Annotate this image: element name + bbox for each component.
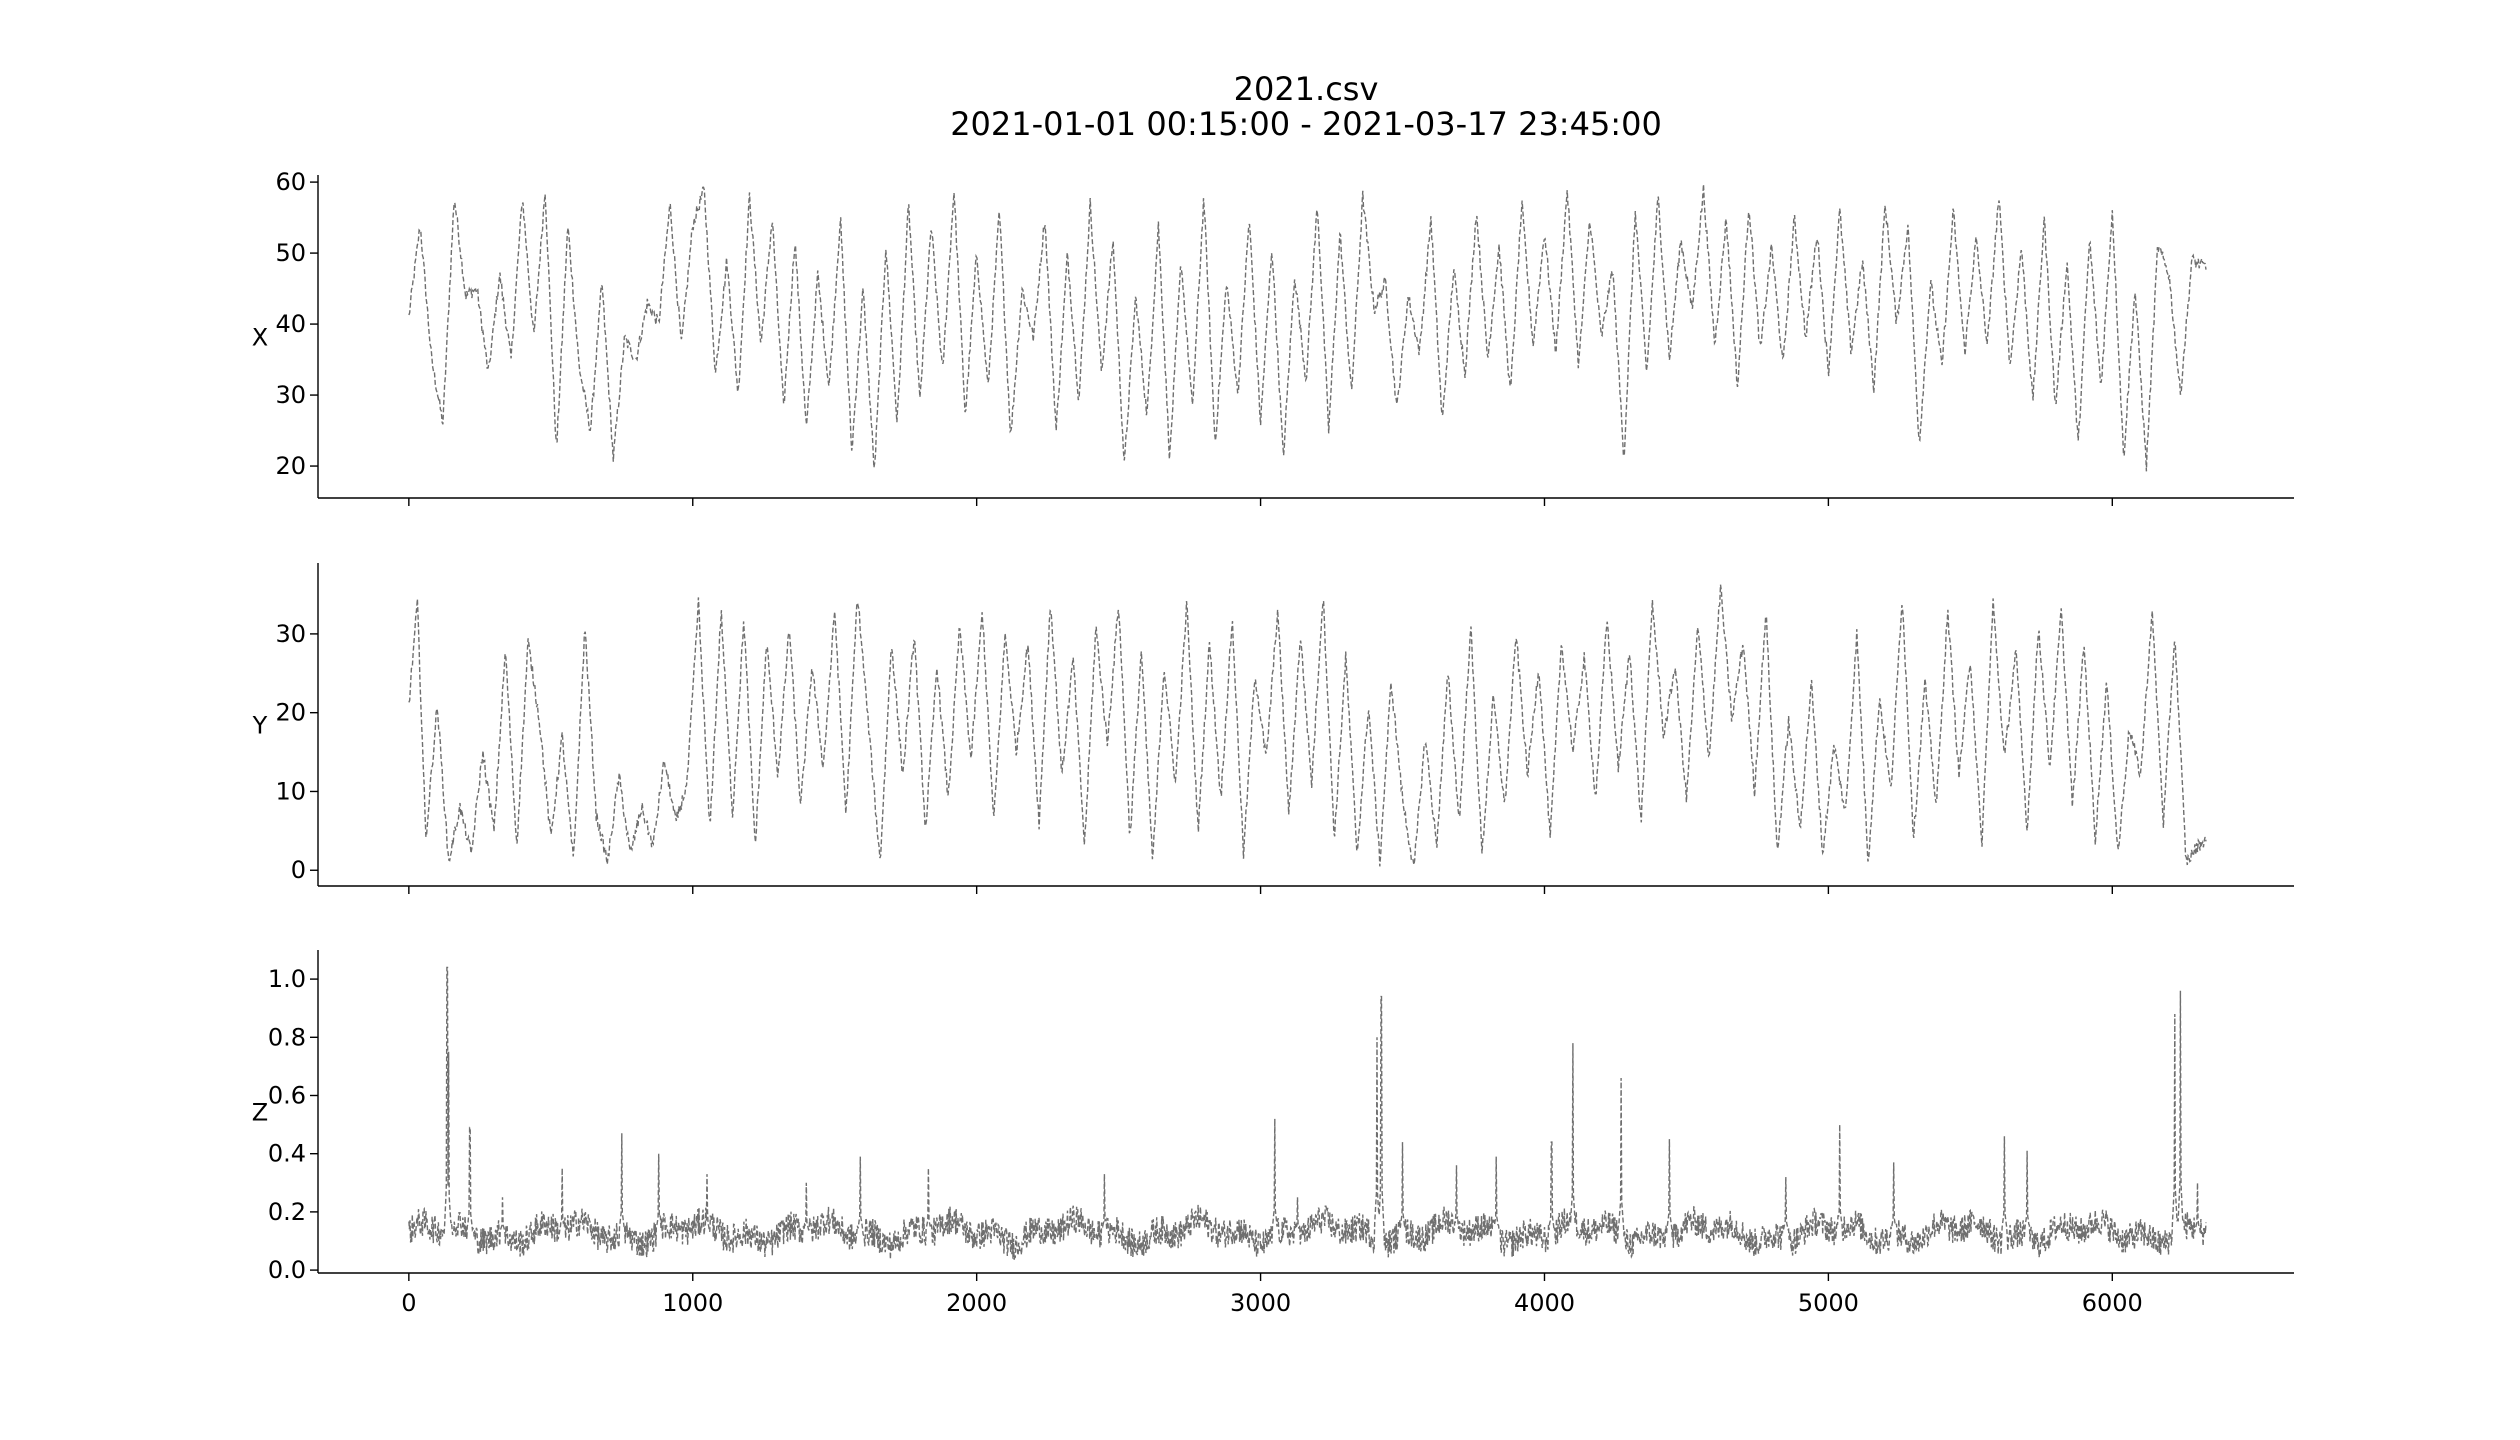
- x-tick-label: 4000: [1514, 1289, 1575, 1317]
- y-tick-label: 0.4: [268, 1140, 306, 1168]
- y-tick-label: 30: [275, 620, 306, 648]
- y-tick-label: 60: [275, 168, 306, 196]
- panels: 20 30 40 50 60 X 0 10 20 30 Y 0.0 0.2 0.4 0.6 0.8 1.0 Z 0 1…: [252, 168, 2294, 1317]
- y-tick-label: 40: [275, 310, 306, 338]
- chart-subtitle: 2021-01-01 00:15:00 - 2021-03-17 23:45:0…: [950, 105, 1662, 143]
- x-tick-label: 1000: [662, 1289, 723, 1317]
- y-tick-label: 1.0: [268, 965, 306, 993]
- x-tick-label: 5000: [1798, 1289, 1859, 1317]
- y-tick-label: 20: [275, 699, 306, 727]
- series-line-y: [408, 584, 2207, 867]
- panel-z: 0.0 0.2 0.4 0.6 0.8 1.0 Z 0 1000 2000 3000 4000 5000…: [252, 950, 2294, 1317]
- y-axis-label-y: Y: [252, 712, 268, 740]
- y-tick-label: 0.2: [268, 1198, 306, 1226]
- panel-y: 0 10 20 30 Y: [252, 563, 2294, 894]
- panel-x: 20 30 40 50 60 X: [252, 168, 2294, 506]
- y-tick-label: 0.6: [268, 1081, 306, 1109]
- y-tick-label: 10: [275, 777, 306, 805]
- x-tick-label: 0: [401, 1289, 416, 1317]
- series-line-z: [408, 966, 2207, 1260]
- y-tick-label: 50: [275, 239, 306, 267]
- y-tick-label: 30: [275, 381, 306, 409]
- y-tick-label: 20: [275, 452, 306, 480]
- chart-title: 2021.csv: [1234, 70, 1379, 108]
- y-tick-label: 0.8: [268, 1023, 306, 1051]
- series-line-x: [408, 184, 2207, 472]
- y-axis-label-z: Z: [252, 1099, 268, 1127]
- y-tick-label: 0.0: [268, 1256, 306, 1284]
- x-tick-label: 3000: [1230, 1289, 1291, 1317]
- x-tick-label: 6000: [2082, 1289, 2143, 1317]
- x-tick-label: 2000: [946, 1289, 1007, 1317]
- y-axis-label-x: X: [252, 324, 268, 352]
- y-tick-label: 0: [291, 856, 306, 884]
